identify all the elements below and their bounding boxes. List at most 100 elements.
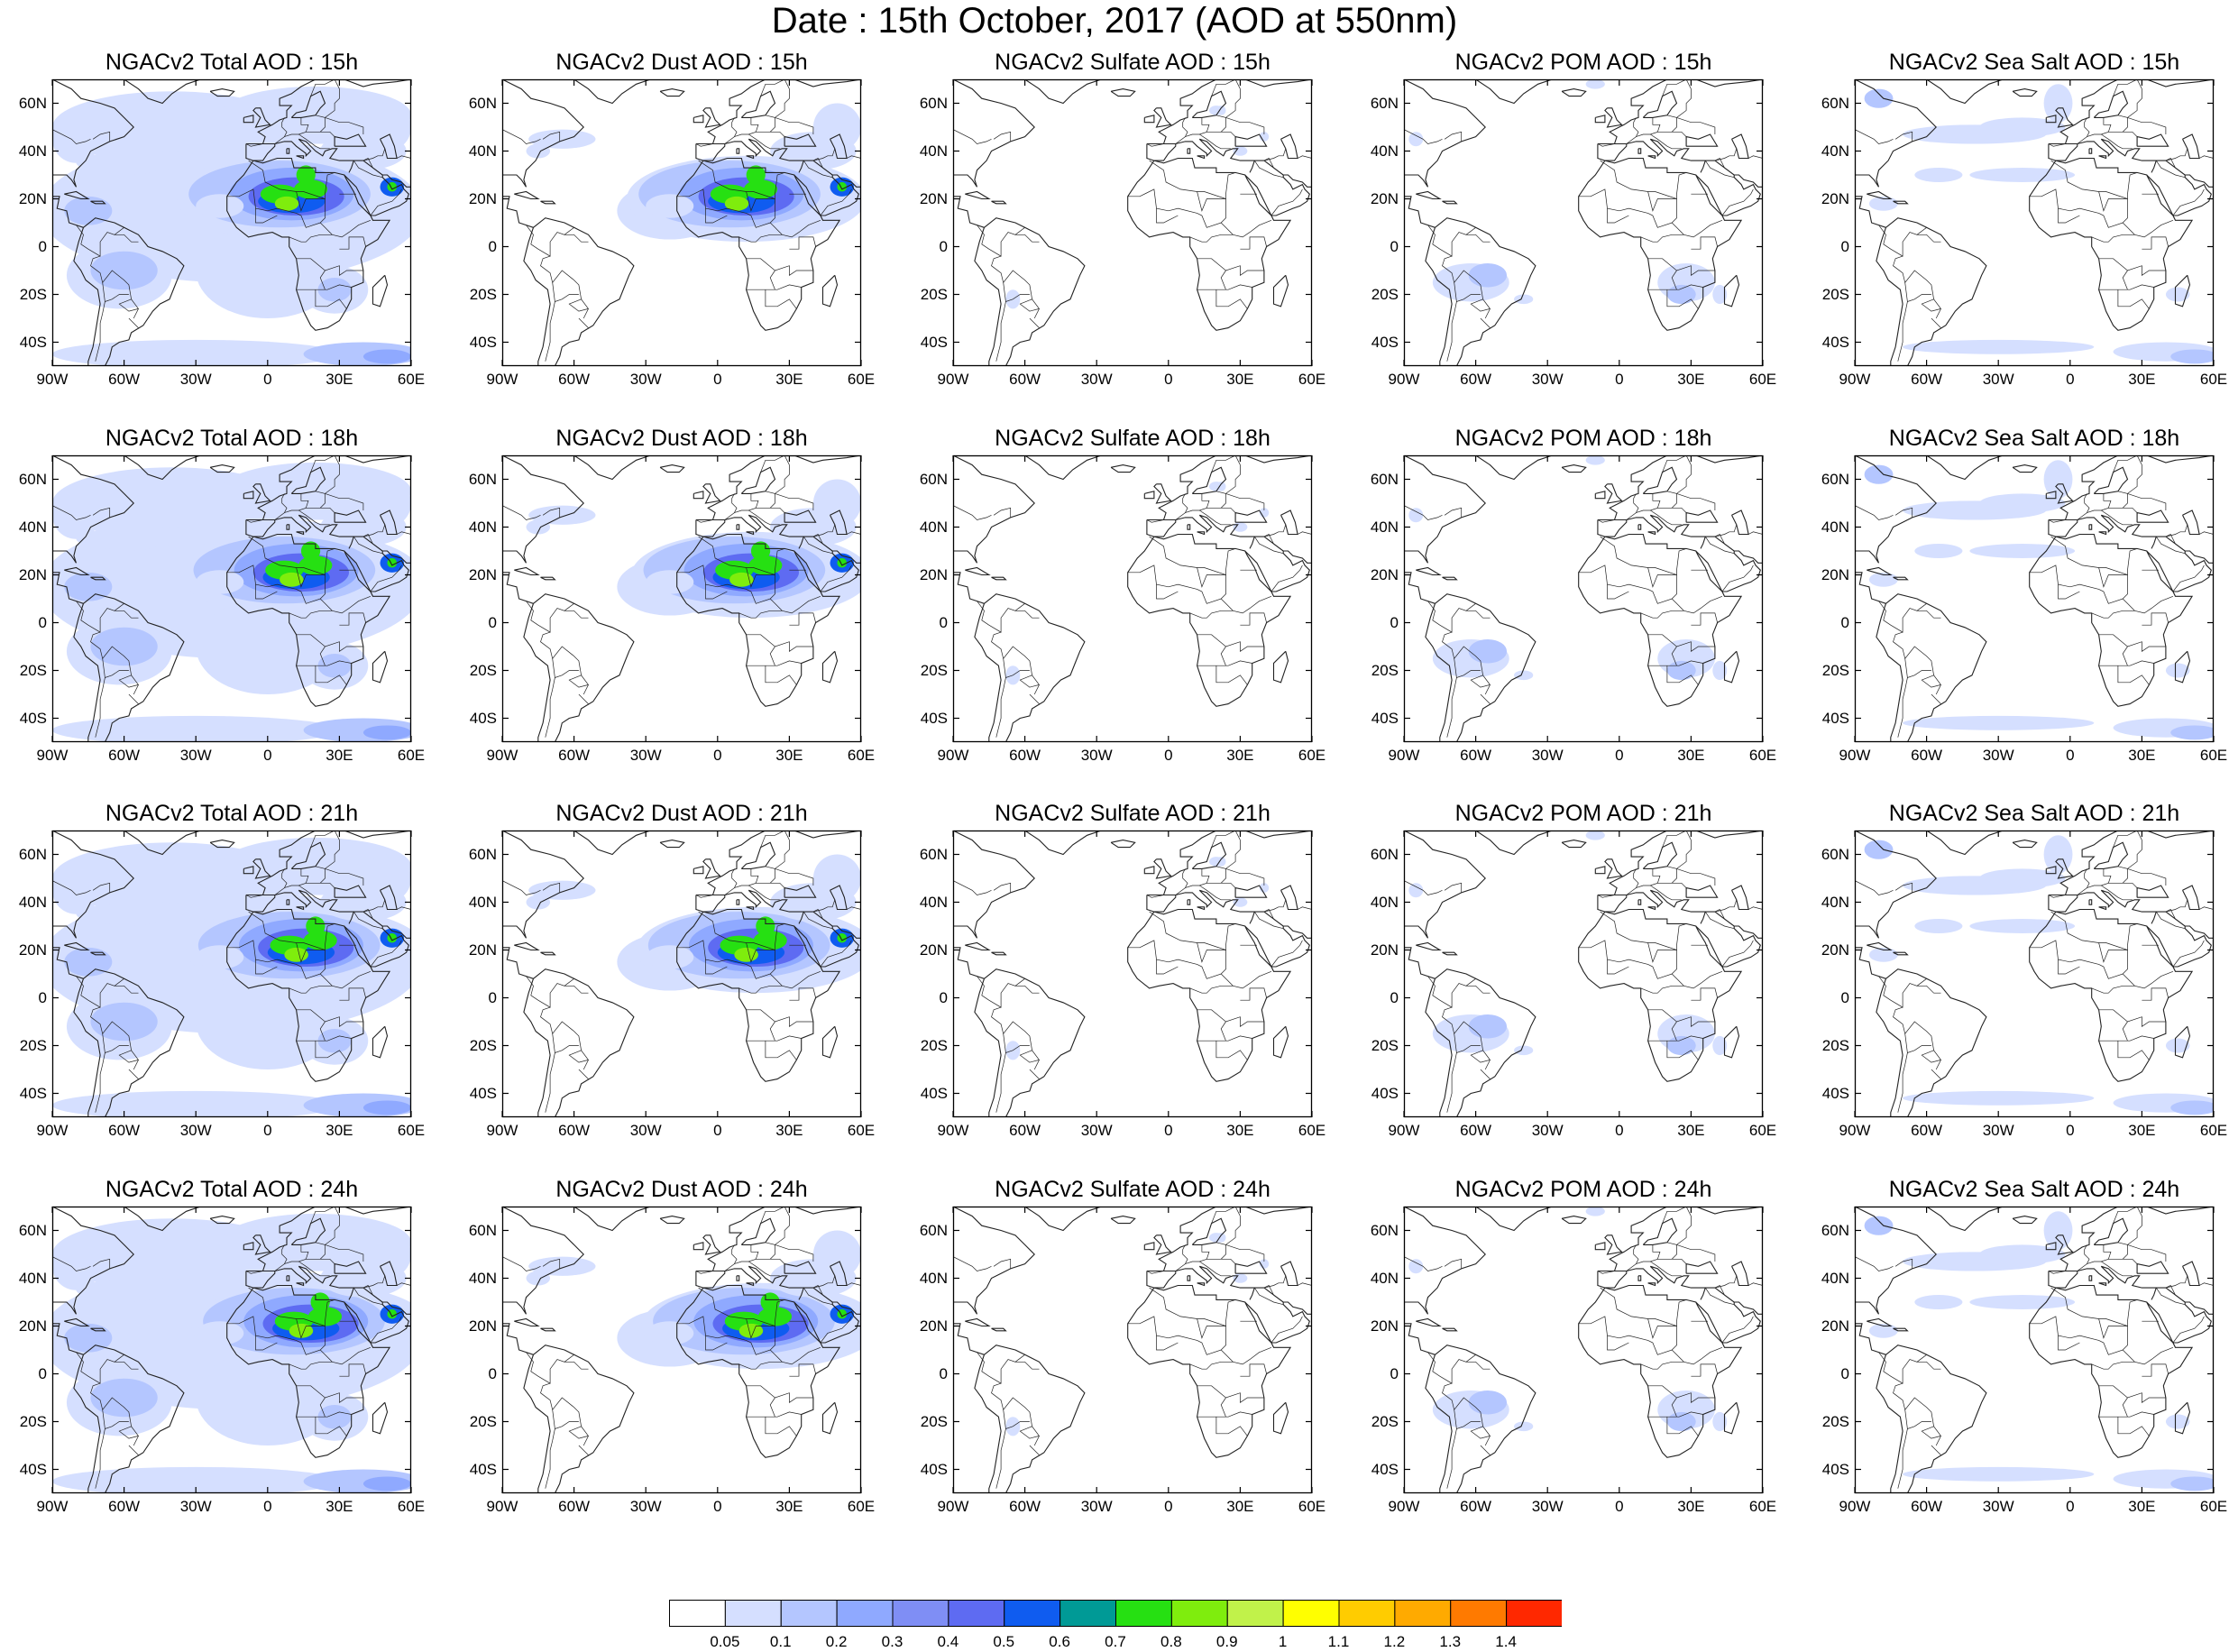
country-border <box>1578 940 1723 989</box>
country-border <box>2058 584 2080 600</box>
aod-field <box>753 931 787 950</box>
country-border <box>255 959 278 975</box>
country-border <box>362 1285 383 1303</box>
coastline <box>1734 550 1763 564</box>
lat-label: 20N <box>18 189 47 207</box>
country-border <box>315 665 347 685</box>
coastline <box>953 572 985 604</box>
coastline <box>659 1216 685 1225</box>
country-border <box>296 942 326 963</box>
coastline <box>286 899 290 905</box>
lat-label: 40S <box>19 333 47 351</box>
country-border <box>578 317 589 328</box>
coastline <box>1734 174 1763 188</box>
country-border <box>1297 1282 1312 1286</box>
lon-label: 0 <box>1164 747 1173 764</box>
panel-title: NGACv2 POM AOD : 18h <box>1454 426 1712 451</box>
country-border <box>1240 236 1267 250</box>
coastline <box>344 160 409 216</box>
country-border <box>1480 693 1491 704</box>
coastline <box>1642 841 1678 869</box>
coastline <box>830 509 848 536</box>
map-panel-pom-15h: NGACv2 POM AOD : 15h <box>1403 49 1764 367</box>
country-border <box>760 79 785 96</box>
country-border <box>339 987 366 1001</box>
country-border <box>756 491 775 509</box>
aod-field <box>729 572 754 587</box>
aod-field <box>1408 508 1424 523</box>
country-border <box>2117 1041 2150 1060</box>
country-border <box>775 1244 814 1262</box>
aod-field <box>1978 868 2066 888</box>
coastline <box>1143 491 1155 500</box>
country-border <box>1691 1363 1718 1377</box>
country-border <box>362 524 386 537</box>
coastline <box>1024 1207 1102 1232</box>
map-canvas <box>1403 830 1764 1118</box>
lat-label: 20N <box>919 565 948 583</box>
country-border <box>1446 301 1457 362</box>
coastline <box>746 155 755 160</box>
country-border <box>2142 1363 2169 1377</box>
country-border <box>578 693 589 704</box>
country-border <box>1662 455 1687 473</box>
lat-label: 40N <box>1370 142 1399 160</box>
lon-label: 90W <box>1388 747 1420 764</box>
coastline <box>821 274 839 307</box>
colorbar-label: 0.1 <box>769 1633 792 1650</box>
country-border <box>760 831 785 848</box>
country-border <box>95 301 105 362</box>
country-border <box>2048 143 2066 147</box>
aod-field <box>1233 897 1248 907</box>
country-border <box>1225 455 1241 494</box>
map-canvas <box>952 830 1313 1118</box>
coastline <box>693 115 704 124</box>
coastline <box>1153 107 1172 128</box>
country-border <box>1578 1316 1723 1365</box>
lat-label: 0 <box>1390 613 1399 631</box>
country-border <box>102 1409 129 1429</box>
lon-label: 30W <box>1531 1498 1564 1515</box>
country-border <box>1225 79 1241 118</box>
coastline <box>953 1207 1035 1315</box>
country-border <box>1931 693 1941 704</box>
country-border <box>1146 895 1164 898</box>
lat-label: 40S <box>1371 1084 1399 1102</box>
country-border <box>2077 868 2090 895</box>
aod-field <box>1868 572 1898 587</box>
map-frame <box>1403 830 1764 1118</box>
country-border <box>1146 1271 1164 1274</box>
coastline <box>659 464 685 473</box>
coastline <box>984 217 1086 366</box>
country-border <box>1297 155 1312 159</box>
coastline <box>1404 79 1486 188</box>
lat-label: 40N <box>919 1269 948 1287</box>
country-border <box>738 985 783 994</box>
lon-label: 0 <box>2066 371 2075 388</box>
country-border <box>1254 911 1284 930</box>
coastline <box>83 593 185 742</box>
country-border <box>770 882 785 898</box>
country-border <box>1454 1033 1481 1053</box>
country-border <box>1185 493 1210 513</box>
lat-label: 0 <box>38 237 47 255</box>
country-border <box>1676 79 1692 118</box>
country-border <box>76 1352 124 1384</box>
country-border <box>977 601 1025 633</box>
country-border <box>2122 574 2128 600</box>
country-border <box>2098 567 2128 588</box>
country-border <box>296 634 363 652</box>
coastline <box>2045 1242 2057 1251</box>
coastline <box>73 978 101 1117</box>
country-border <box>2087 493 2112 513</box>
coastline <box>1283 550 1312 564</box>
coastline <box>1425 978 1453 1117</box>
aod-field <box>289 1323 314 1338</box>
aod-field <box>196 194 244 218</box>
coastline <box>382 1301 411 1315</box>
aod-field <box>52 866 101 914</box>
lon-label: 30W <box>1080 747 1113 764</box>
lon-label: 30E <box>326 747 353 764</box>
country-border <box>1647 660 1703 666</box>
country-border <box>1747 1282 1763 1286</box>
